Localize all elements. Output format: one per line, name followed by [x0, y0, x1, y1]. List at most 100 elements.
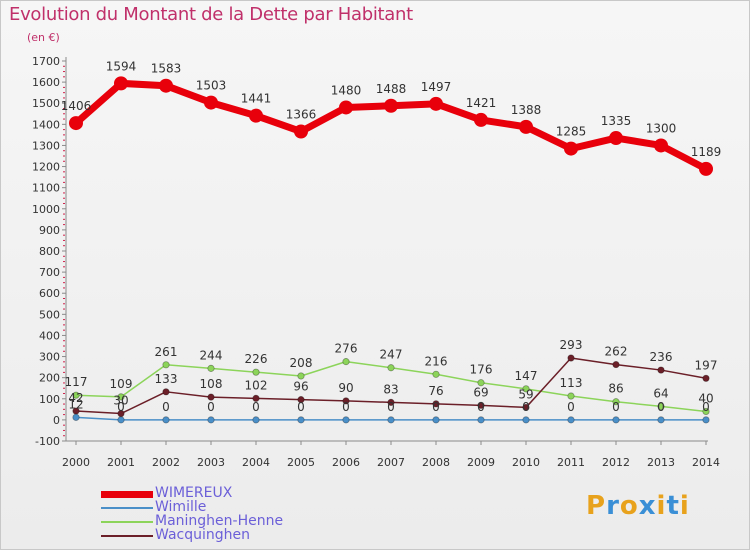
data-point: [387, 364, 395, 372]
data-point: [432, 400, 440, 408]
chart-subtitle: (en €): [27, 31, 60, 44]
data-point: [612, 416, 620, 424]
y-tick-label: 1100: [32, 182, 60, 195]
data-label: 176: [470, 363, 493, 377]
data-label: 1583: [151, 62, 182, 76]
data-point: [702, 416, 710, 424]
legend-label: Maninghen-Henne: [155, 513, 284, 529]
data-point: [69, 116, 83, 131]
legend-label: Wimille: [155, 499, 207, 515]
data-label: 0: [162, 400, 170, 414]
data-label: 0: [567, 400, 575, 414]
data-label: 1300: [646, 121, 677, 135]
data-label: 96: [293, 380, 308, 394]
data-point: [564, 141, 578, 156]
x-tick-label: 2006: [332, 456, 360, 469]
y-tick-label: 500: [39, 308, 60, 321]
data-label: 0: [342, 400, 350, 414]
data-point: [294, 124, 308, 139]
data-point: [342, 358, 350, 366]
y-tick-label: 200: [39, 372, 60, 385]
data-label: 0: [657, 400, 665, 414]
proxiti-logo: Proxiti: [586, 491, 690, 521]
data-label: 0: [387, 400, 395, 414]
data-point: [252, 416, 260, 424]
data-label: 69: [473, 385, 488, 399]
data-point: [432, 416, 440, 424]
y-tick-label: 900: [39, 224, 60, 237]
data-label: 244: [200, 348, 223, 362]
data-label: 1497: [421, 80, 452, 94]
data-label: 0: [432, 400, 440, 414]
x-tick-label: 2011: [557, 456, 585, 469]
x-tick-label: 2013: [647, 456, 675, 469]
data-label: 262: [605, 345, 628, 359]
y-tick-label: 1400: [32, 118, 60, 131]
x-tick-label: 2010: [512, 456, 540, 469]
data-label: 276: [335, 342, 358, 356]
data-point: [162, 416, 170, 424]
data-point: [522, 385, 530, 393]
data-point: [702, 374, 710, 382]
data-point: [474, 112, 488, 127]
data-label: 59: [518, 387, 533, 401]
data-point: [162, 361, 170, 369]
data-point: [249, 108, 263, 123]
data-point: [159, 78, 173, 93]
chart-title: Evolution du Montant de la Dette par Hab…: [9, 4, 413, 25]
data-label: 40: [698, 391, 713, 405]
logo-letter: i: [656, 491, 667, 521]
data-label: 113: [560, 376, 583, 390]
data-label: 216: [425, 354, 448, 368]
data-point: [522, 403, 530, 412]
y-tick-label: 1700: [32, 55, 60, 68]
legend-label: WIMEREUX: [155, 485, 233, 501]
data-point: [207, 364, 215, 372]
data-point: [117, 416, 125, 424]
data-point: [519, 119, 533, 134]
data-point: [657, 416, 665, 424]
x-tick-label: 2007: [377, 456, 405, 469]
data-point: [384, 98, 398, 113]
x-tick-label: 2004: [242, 456, 270, 469]
data-point: [204, 95, 218, 110]
logo-letter: r: [606, 491, 620, 521]
data-label: 293: [560, 338, 583, 352]
legend-swatch: [101, 490, 153, 498]
data-label: 1503: [196, 79, 227, 93]
data-label: 0: [477, 400, 485, 414]
data-point: [117, 393, 125, 401]
x-tick-label: 2001: [107, 456, 135, 469]
x-tick-label: 2014: [692, 456, 720, 469]
data-point: [387, 416, 395, 424]
data-label: 261: [155, 345, 178, 359]
data-label: 197: [695, 358, 718, 372]
y-tick-label: 1300: [32, 139, 60, 152]
data-point: [477, 401, 485, 409]
data-label: 1406: [61, 99, 92, 113]
data-point: [567, 392, 575, 400]
legend-swatch: [101, 521, 153, 523]
logo-letter: t: [666, 491, 680, 521]
data-label: 247: [380, 348, 403, 362]
y-tick-label: 600: [39, 287, 60, 300]
data-point: [567, 416, 575, 424]
data-point: [297, 396, 305, 404]
y-tick-label: 100: [39, 393, 60, 406]
data-point: [567, 354, 575, 362]
data-point: [342, 416, 350, 424]
data-label: 0: [612, 400, 620, 414]
legend-swatch: [101, 535, 153, 537]
logo-letter: i: [679, 491, 690, 521]
data-point: [702, 407, 710, 416]
data-label: 1189: [691, 145, 722, 159]
data-label: 0: [702, 400, 710, 414]
x-tick-label: 2012: [602, 456, 630, 469]
data-point: [207, 393, 215, 401]
y-tick-label: 800: [39, 245, 60, 258]
y-tick-label: 1000: [32, 203, 60, 216]
data-label: 236: [650, 350, 673, 364]
data-label: 1421: [466, 96, 497, 110]
